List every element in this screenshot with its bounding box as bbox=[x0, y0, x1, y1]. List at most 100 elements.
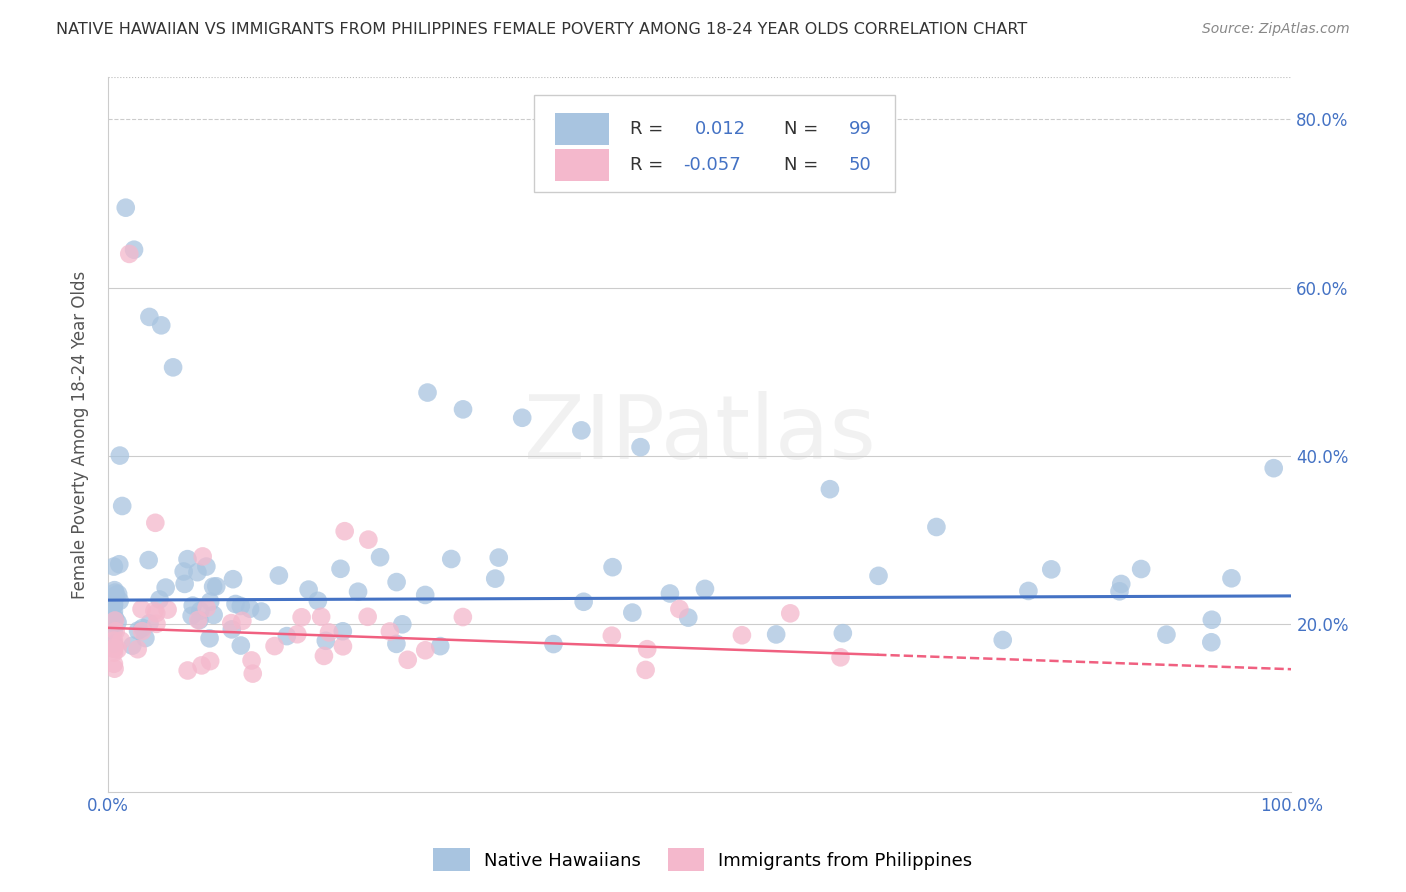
FancyBboxPatch shape bbox=[555, 113, 609, 145]
Point bbox=[298, 582, 321, 597]
Point bbox=[658, 586, 681, 600]
Point bbox=[104, 611, 127, 625]
Point bbox=[385, 575, 408, 590]
Y-axis label: Female Poverty Among 18-24 Year Olds: Female Poverty Among 18-24 Year Olds bbox=[72, 270, 89, 599]
Point bbox=[385, 637, 408, 651]
Point bbox=[104, 585, 127, 599]
Point bbox=[187, 613, 209, 627]
Point bbox=[111, 499, 134, 513]
Point bbox=[143, 516, 166, 530]
Point bbox=[329, 562, 352, 576]
Point bbox=[190, 658, 212, 673]
Point bbox=[779, 607, 801, 621]
Point bbox=[451, 402, 474, 417]
Point bbox=[231, 614, 253, 628]
Point bbox=[357, 533, 380, 547]
Point bbox=[107, 615, 129, 630]
Point bbox=[138, 553, 160, 567]
Point bbox=[488, 550, 510, 565]
Point bbox=[155, 581, 177, 595]
Point bbox=[176, 552, 198, 566]
Point bbox=[391, 617, 413, 632]
Point bbox=[202, 607, 225, 622]
Point bbox=[145, 616, 167, 631]
Point bbox=[312, 648, 335, 663]
Point bbox=[114, 201, 136, 215]
Point bbox=[413, 643, 436, 657]
Point bbox=[104, 614, 127, 628]
Point bbox=[830, 650, 852, 665]
Point bbox=[332, 640, 354, 654]
Point bbox=[103, 633, 125, 648]
Point bbox=[636, 642, 658, 657]
Text: N =: N = bbox=[783, 156, 824, 174]
Point bbox=[569, 423, 592, 437]
Point bbox=[693, 582, 716, 596]
Point bbox=[188, 613, 211, 627]
Point bbox=[110, 633, 132, 648]
Point bbox=[127, 624, 149, 638]
Point bbox=[103, 598, 125, 612]
Point bbox=[191, 549, 214, 564]
FancyBboxPatch shape bbox=[534, 95, 896, 192]
Point bbox=[103, 662, 125, 676]
Point bbox=[1040, 562, 1063, 576]
Point bbox=[103, 559, 125, 574]
Text: -0.057: -0.057 bbox=[683, 156, 741, 174]
Point bbox=[668, 602, 690, 616]
Point bbox=[229, 639, 252, 653]
Point bbox=[332, 624, 354, 639]
Point bbox=[413, 588, 436, 602]
Point bbox=[678, 610, 700, 624]
Point bbox=[868, 569, 890, 583]
Point bbox=[150, 318, 173, 333]
Point bbox=[195, 559, 218, 574]
Point bbox=[572, 595, 595, 609]
Point bbox=[156, 602, 179, 616]
Point bbox=[103, 624, 125, 638]
Point bbox=[1017, 583, 1039, 598]
Point bbox=[108, 558, 131, 572]
Point bbox=[225, 597, 247, 611]
Point bbox=[396, 653, 419, 667]
Point bbox=[148, 592, 170, 607]
Point bbox=[276, 629, 298, 643]
Point bbox=[121, 639, 143, 653]
Point bbox=[186, 565, 208, 579]
Point bbox=[229, 599, 252, 613]
Point bbox=[118, 247, 141, 261]
Point bbox=[429, 639, 451, 653]
Point bbox=[198, 654, 221, 668]
Point bbox=[103, 641, 125, 656]
Point bbox=[267, 568, 290, 582]
Point bbox=[173, 577, 195, 591]
Point bbox=[1220, 571, 1243, 585]
Point bbox=[250, 605, 273, 619]
Text: Source: ZipAtlas.com: Source: ZipAtlas.com bbox=[1202, 22, 1350, 37]
Point bbox=[107, 587, 129, 601]
Point bbox=[173, 565, 195, 579]
Text: 99: 99 bbox=[849, 120, 872, 138]
Point bbox=[1201, 613, 1223, 627]
Point bbox=[138, 616, 160, 631]
Point bbox=[221, 616, 243, 631]
Point bbox=[602, 560, 624, 574]
FancyBboxPatch shape bbox=[555, 149, 609, 181]
Point bbox=[176, 664, 198, 678]
Legend: Native Hawaiians, Immigrants from Philippines: Native Hawaiians, Immigrants from Philip… bbox=[426, 841, 980, 879]
Point bbox=[134, 631, 156, 645]
Point bbox=[181, 599, 204, 613]
Text: ZIPatlas: ZIPatlas bbox=[524, 391, 876, 478]
Point bbox=[162, 360, 184, 375]
Point bbox=[103, 612, 125, 626]
Point bbox=[103, 616, 125, 631]
Point bbox=[103, 598, 125, 612]
Point bbox=[1108, 584, 1130, 599]
Point bbox=[309, 609, 332, 624]
Point bbox=[221, 623, 243, 637]
Point bbox=[543, 637, 565, 651]
Point bbox=[131, 621, 153, 635]
Point bbox=[831, 626, 853, 640]
Point bbox=[1201, 635, 1223, 649]
Point bbox=[368, 550, 391, 565]
